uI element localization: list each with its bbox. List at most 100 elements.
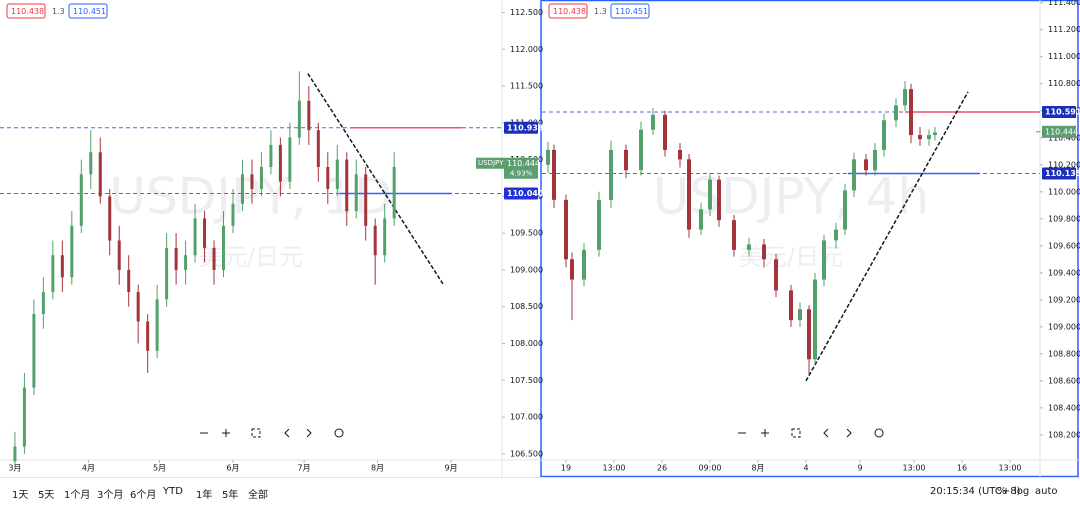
range-button[interactable]: 1天: [12, 490, 29, 501]
candle-body: [231, 203, 235, 226]
x-tick-label: 8月: [751, 464, 764, 473]
level-tag: [504, 121, 538, 134]
candle-body: [32, 314, 36, 388]
charts: USDJPY, 1D美元/日元106.500107.000107.500108.…: [0, 0, 1080, 478]
y-tick-label: 111.400: [1048, 0, 1080, 7]
last-price-label: 110.444: [1045, 127, 1078, 136]
y-tick-label: 108.800: [1048, 349, 1080, 358]
candle-body: [13, 446, 17, 462]
x-tick-label: 8月: [371, 464, 384, 473]
last-price-label: 110.444: [507, 159, 540, 168]
zoom-controls[interactable]: [200, 428, 884, 438]
candle-body: [789, 290, 793, 321]
candle-body: [927, 135, 931, 140]
candle-body: [822, 240, 826, 280]
candle-body: [843, 190, 847, 230]
candle-body: [624, 149, 628, 171]
y-tick-label: 111.500: [510, 82, 543, 91]
candle-body: [222, 225, 226, 270]
symbol-tag: [476, 157, 504, 169]
level-label: 110.591: [1045, 107, 1080, 116]
y-tick-label: 112.000: [510, 45, 543, 54]
candle-body: [732, 220, 736, 250]
y-tick-label: 108.600: [1048, 376, 1080, 385]
range-button[interactable]: 1年: [196, 490, 213, 501]
candle-body: [717, 179, 721, 221]
x-tick-label: 19: [561, 464, 571, 473]
percent-toggle[interactable]: %: [997, 486, 1007, 497]
candle-body: [297, 100, 301, 138]
x-tick-label: 6月: [226, 464, 239, 473]
quote-box: [68, 3, 108, 19]
y-tick-label: 109.000: [510, 265, 543, 274]
watermark: USDJPY, 4h: [653, 168, 929, 226]
bottom-toolbar: 20:15:34 (UTC+8) % log auto 1天 5天 1个月 3个月 6个…: [0, 477, 1080, 505]
auto-toggle[interactable]: auto: [1035, 486, 1058, 497]
candle-body: [597, 199, 601, 250]
quote-ask: 110.451: [615, 7, 648, 16]
candle-body: [354, 174, 358, 212]
y-tick-label: 110.000: [1048, 187, 1080, 196]
candle-body: [108, 196, 112, 241]
y-tick-label: 108.400: [1048, 403, 1080, 412]
candle-body: [392, 166, 396, 219]
symbol-tag-label: USDJPY: [478, 159, 504, 167]
candle-body: [22, 387, 26, 447]
y-tick-label: 109.200: [1048, 295, 1080, 304]
x-tick-label: 13:00: [602, 464, 625, 473]
candle-body: [212, 247, 216, 270]
x-tick-label: 5月: [153, 464, 166, 473]
log-toggle[interactable]: log: [1014, 486, 1030, 497]
range-button[interactable]: 6个月: [130, 490, 157, 501]
candle-body: [807, 309, 811, 360]
candle-body: [651, 114, 655, 130]
y-tick-label: 110.800: [1048, 79, 1080, 88]
quote-ask: 110.451: [73, 7, 106, 16]
candle-body: [250, 174, 254, 190]
candle-body: [708, 179, 712, 210]
y-tick-label: 110.200: [1048, 160, 1080, 169]
candle-body: [307, 100, 311, 131]
y-tick-label: 111.200: [1048, 25, 1080, 34]
candle-body: [335, 159, 339, 190]
candle-body: [747, 244, 751, 250]
candle-body: [259, 166, 263, 190]
candle-body: [288, 137, 292, 182]
range-button[interactable]: 5天: [38, 490, 55, 501]
candle-body: [798, 309, 802, 321]
candle-body: [546, 149, 550, 165]
level-tag: [1042, 105, 1076, 118]
x-tick-label: 9: [857, 464, 862, 473]
candle-body: [373, 225, 377, 256]
range-button[interactable]: 全部: [248, 490, 268, 501]
level-label: 110.933: [507, 123, 543, 132]
x-tick-label: 4月: [82, 464, 95, 473]
quote-spread: 1.3: [52, 7, 65, 16]
candle-body: [834, 229, 838, 241]
candle-body: [774, 259, 778, 291]
candle-body: [326, 166, 330, 190]
candle-body: [552, 149, 556, 200]
candle-body: [70, 225, 74, 278]
x-tick-label: 09:00: [698, 464, 721, 473]
x-tick-label: 7月: [298, 464, 311, 473]
candle-body: [564, 199, 568, 260]
range-button[interactable]: 3个月: [97, 490, 124, 501]
y-tick-label: 107.500: [510, 376, 543, 385]
range-button[interactable]: YTD: [163, 486, 183, 497]
candle-body: [762, 244, 766, 260]
candle-body: [864, 159, 868, 171]
range-button[interactable]: 1个月: [64, 490, 91, 501]
candle-body: [155, 299, 159, 351]
candle-body: [98, 152, 102, 197]
watermark-sub: 美元/日元: [199, 243, 303, 271]
range-button[interactable]: 5年: [222, 490, 239, 501]
active-panel-border: [540, 0, 1079, 478]
clock: 20:15:34 (UTC+8): [930, 486, 1021, 497]
x-tick-label: 13:00: [902, 464, 925, 473]
level-tag: [1042, 167, 1076, 180]
candle-body: [269, 144, 273, 167]
x-tick-label: 16: [957, 464, 967, 473]
x-tick-label: 9月: [444, 464, 457, 473]
candle-body: [203, 218, 207, 248]
